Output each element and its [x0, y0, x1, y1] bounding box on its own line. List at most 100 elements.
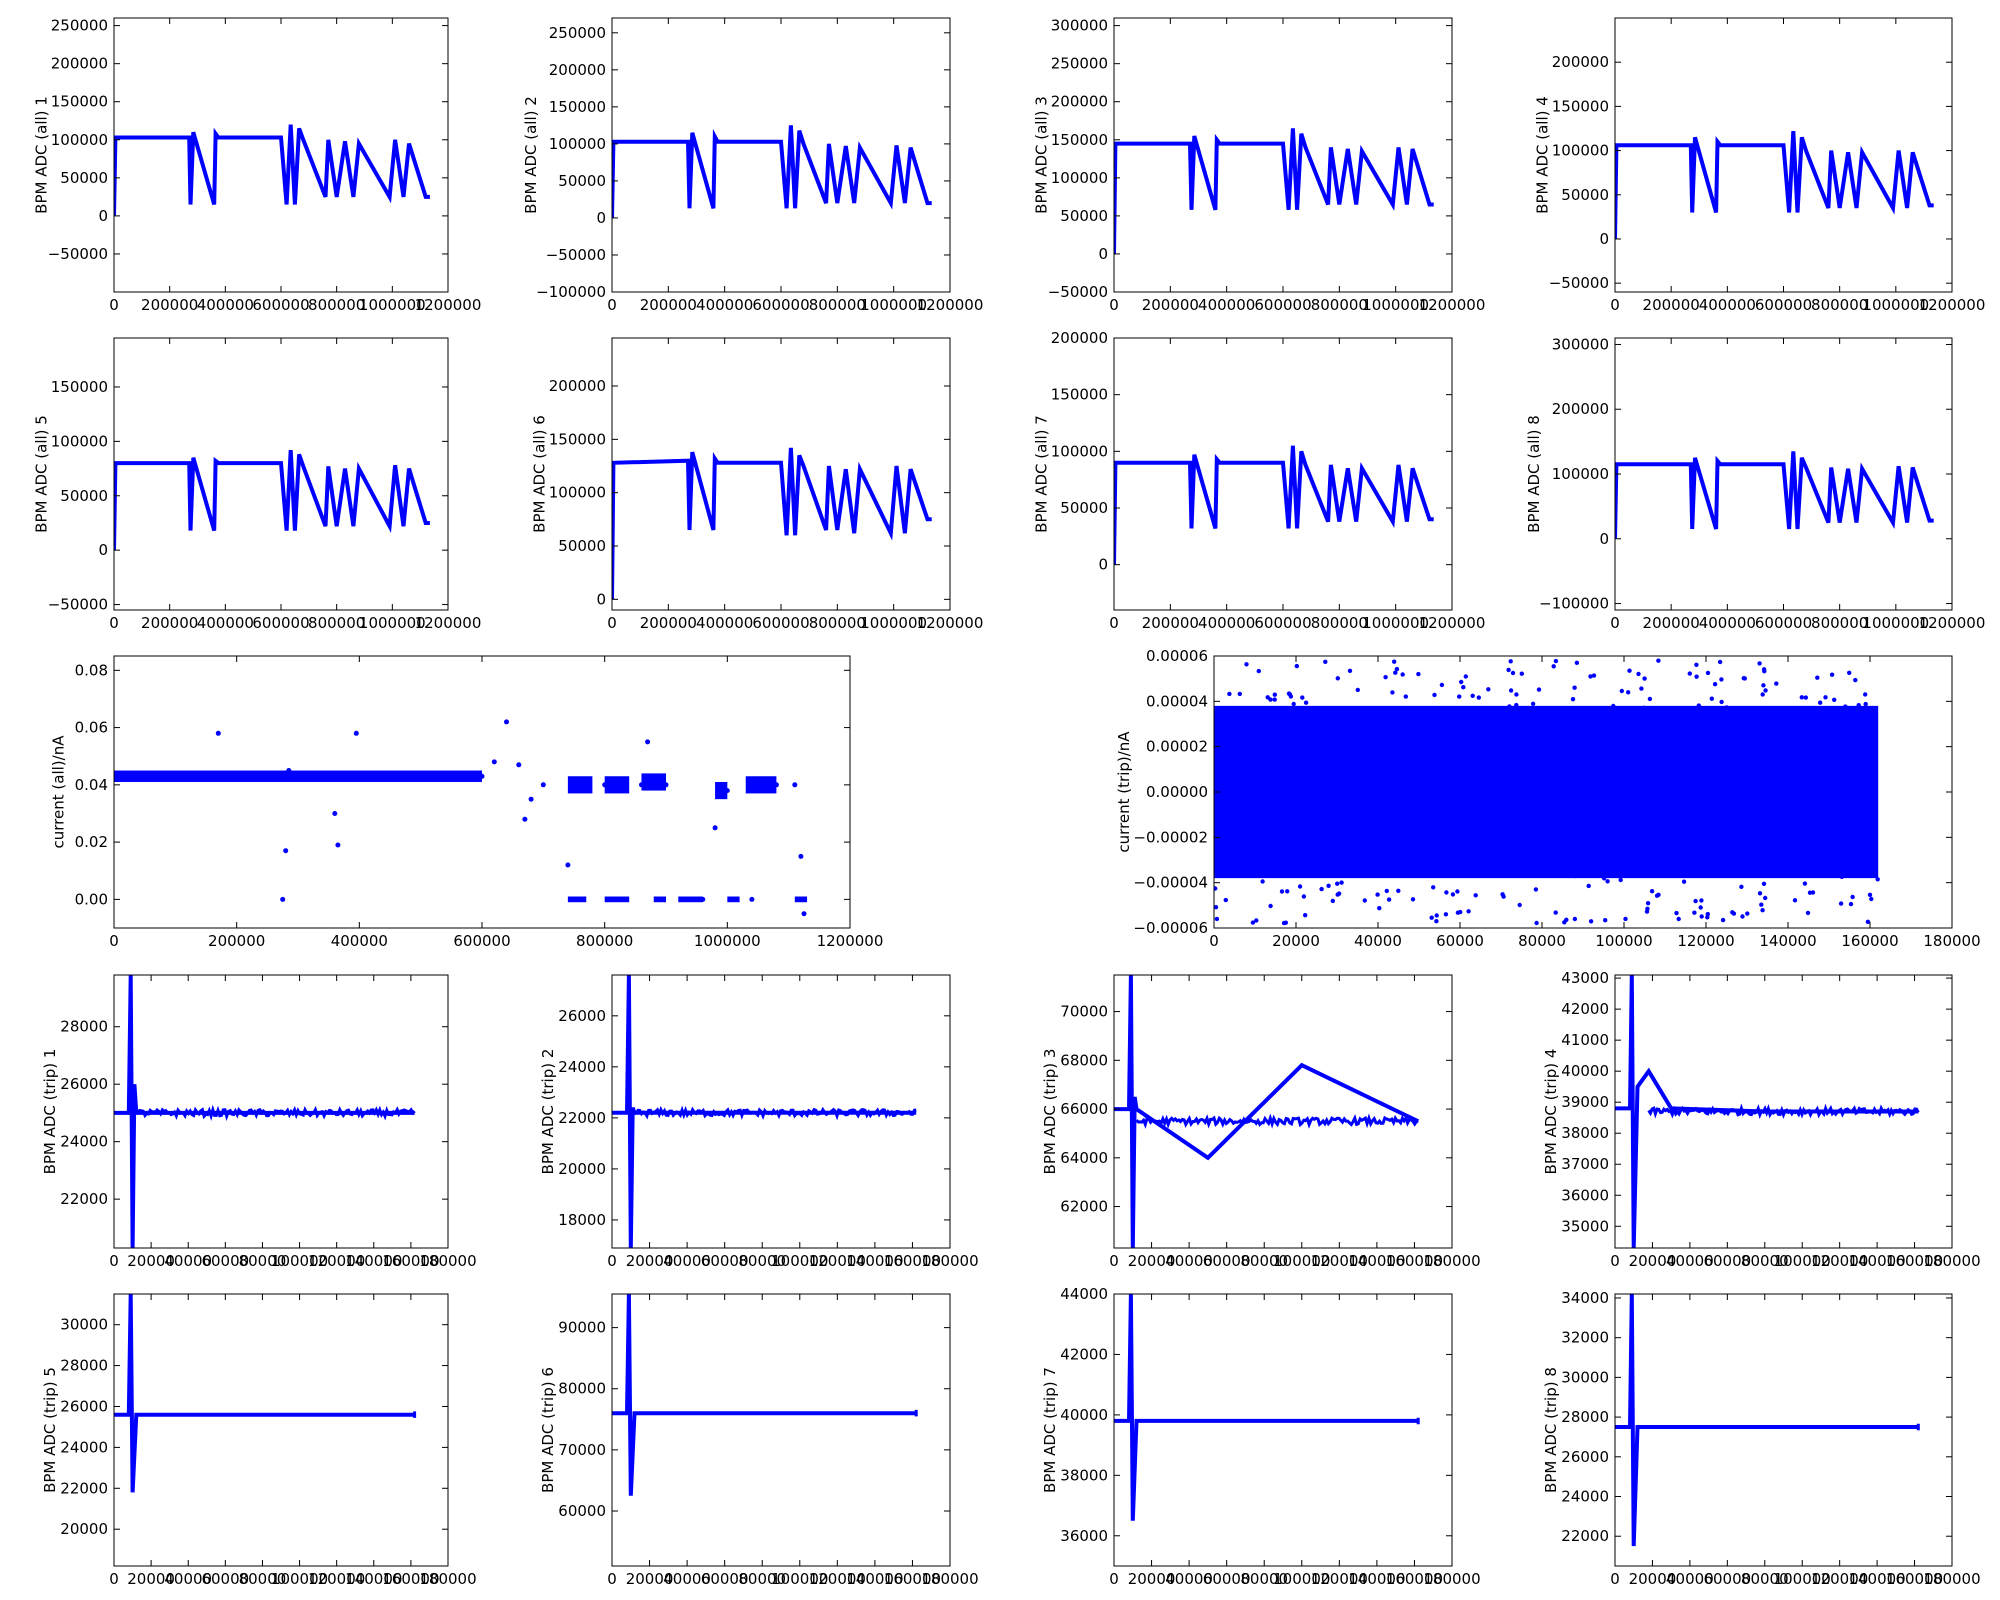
x-tick-label: 80000 [239, 1252, 287, 1270]
series-band [653, 896, 666, 903]
scatter-point [1321, 827, 1327, 832]
scatter-point [1214, 905, 1219, 910]
y-tick-label: −50000 [546, 246, 606, 264]
scatter-point [1572, 916, 1578, 922]
y-tick-label: −50000 [48, 245, 108, 263]
scatter-point [1221, 711, 1226, 717]
scatter-point [1397, 773, 1402, 778]
y-tick-label: 34000 [1561, 1289, 1609, 1307]
scatter-point [1227, 691, 1232, 697]
scatter-point [1294, 663, 1300, 669]
scatter-point [1400, 672, 1405, 677]
scatter-point [1802, 881, 1808, 886]
scatter-point [1861, 862, 1867, 867]
scatter-point [1508, 659, 1513, 664]
y-tick-label: 100000 [51, 131, 108, 149]
scatter-point [1853, 677, 1858, 683]
x-tick-label: 60000 [701, 1252, 749, 1270]
scatter-point [1384, 888, 1390, 894]
scatter-point [1284, 787, 1289, 792]
scatter-point [1302, 745, 1308, 750]
scatter-point [1694, 858, 1700, 863]
x-tick-label: 1000000 [1862, 614, 1929, 632]
scatter-point [1285, 760, 1291, 765]
scatter-point [1323, 659, 1328, 664]
x-tick-label: 600000 [252, 296, 309, 314]
scatter-point [1297, 764, 1302, 769]
scatter-point [1774, 681, 1779, 686]
plot-area [612, 975, 917, 1248]
scatter-point [1223, 789, 1228, 794]
y-tick-label: 40000 [1060, 1406, 1108, 1424]
x-tick-label: 0 [109, 614, 119, 632]
scatter-point [1792, 898, 1798, 903]
scatter-point [1261, 867, 1266, 872]
x-tick-label: 0 [109, 296, 119, 314]
x-tick-label: 800000 [308, 296, 365, 314]
y-tick-label: 150000 [1051, 386, 1108, 404]
scatter-point [1552, 812, 1557, 818]
scatter-point [1740, 914, 1745, 919]
scatter-point [1403, 694, 1409, 699]
scatter-point [1398, 744, 1404, 750]
scatter-point [1677, 747, 1682, 752]
scatter-point [1473, 825, 1479, 830]
scatter-point [1645, 901, 1651, 906]
y-tick-label: 250000 [549, 24, 606, 42]
y-tick-label: 200000 [1051, 329, 1108, 347]
scatter-point [1514, 767, 1519, 772]
scatter-point [1861, 719, 1867, 724]
scatter-point [1683, 863, 1689, 869]
scatter-point [1412, 796, 1417, 801]
scatter-point [1608, 752, 1614, 757]
subplot-8: 0 20000040000060000080000010000001200000−… [1525, 335, 1986, 632]
scatter-point [1421, 799, 1427, 804]
scatter-point [1352, 813, 1357, 819]
scatter-point [1802, 805, 1807, 811]
y-tick-label: 42000 [1561, 1000, 1609, 1018]
x-tick-label: 120000 [308, 1252, 365, 1270]
scatter-point [1413, 718, 1418, 723]
scatter-point [1514, 692, 1519, 697]
y-tick-label: 90000 [558, 1319, 606, 1337]
scatter-point [1414, 758, 1419, 763]
y-axis-label: BPM ADC (all) 4 [1533, 96, 1551, 214]
scatter-point [1250, 779, 1255, 784]
scatter-point [1800, 751, 1806, 756]
scatter-point [798, 853, 804, 859]
subplot-15: 0 200004000060000800001000001200001400001… [41, 1293, 477, 1588]
y-tick-label: 68000 [1060, 1051, 1108, 1069]
y-tick-label: 200000 [51, 55, 108, 73]
scatter-point [1222, 838, 1228, 844]
scatter-point [1247, 788, 1252, 793]
x-tick-label: 180000 [1923, 1252, 1980, 1270]
x-tick-label: 100000 [1774, 1252, 1831, 1270]
x-tick-label: 40000 [663, 1570, 711, 1588]
scatter-point [1713, 833, 1718, 838]
scatter-point [1372, 863, 1378, 868]
scatter-point [1681, 847, 1686, 852]
series-line-1 [1114, 445, 1434, 565]
x-tick-label: 40000 [164, 1252, 212, 1270]
scatter-point [172, 773, 178, 779]
scatter-point [1508, 688, 1514, 693]
scatter-point [1553, 658, 1559, 664]
scatter-point [1689, 821, 1695, 827]
scatter-point [528, 796, 534, 802]
scatter-point [1538, 748, 1544, 753]
scatter-point [1835, 779, 1840, 784]
y-axis-label: BPM ADC (all) 8 [1525, 415, 1543, 533]
scatter-point [1634, 708, 1639, 713]
y-tick-label: 35000 [1561, 1217, 1609, 1235]
scatter-point [1339, 880, 1344, 885]
x-tick-label: 140000 [846, 1570, 903, 1588]
scatter-point [1823, 695, 1828, 700]
x-tick-label: 1200000 [917, 614, 984, 632]
scatter-point [1256, 668, 1262, 674]
x-tick-label: 200000 [1643, 614, 1700, 632]
series-band [641, 773, 666, 791]
series-band [727, 896, 740, 903]
y-tick-label: 0 [98, 207, 108, 225]
scatter-point [1470, 742, 1475, 747]
scatter-point [1223, 897, 1229, 903]
